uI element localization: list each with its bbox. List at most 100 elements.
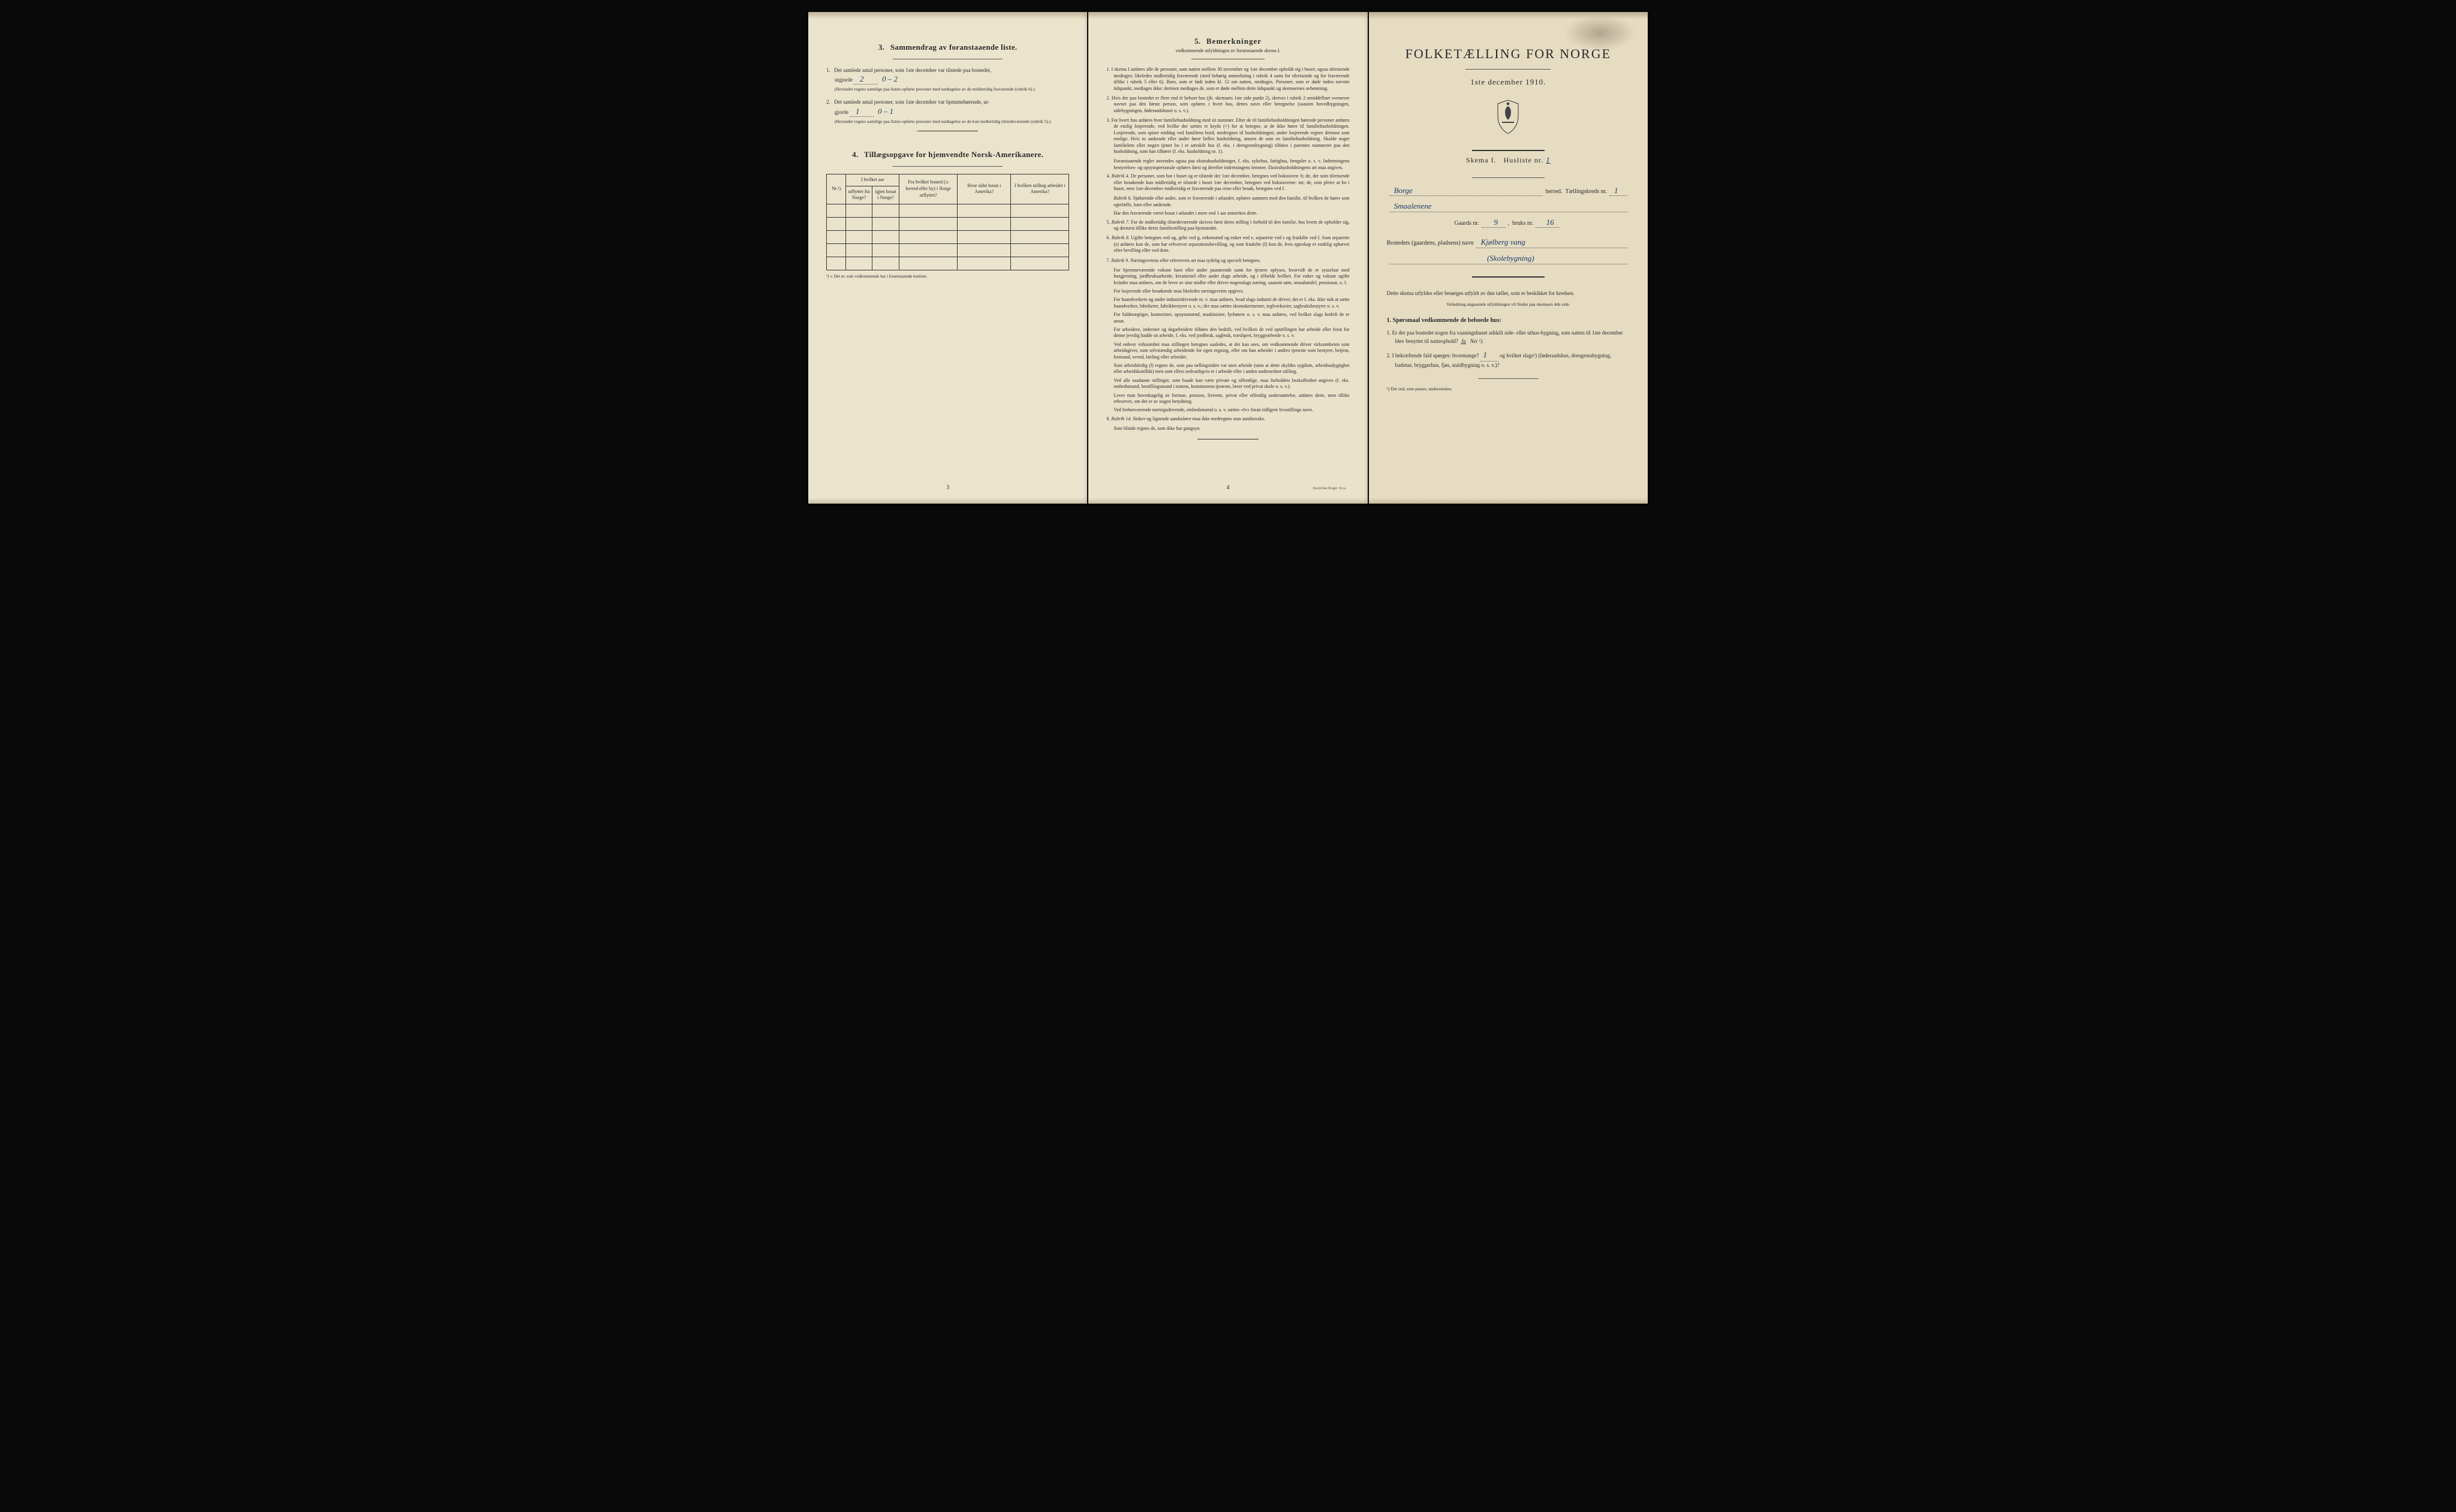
section-5-num: 5.: [1194, 37, 1200, 46]
remark-item: Som arbeidsledig (l) regnes de, som paa …: [1106, 363, 1349, 375]
item-1-extra: 0 – 2: [882, 74, 898, 83]
col-from: Fra hvilket bosted (ɔ: herred eller by) …: [899, 174, 958, 204]
gaards-row: Gaards nr. 9, bruks nr. 16: [1387, 217, 1630, 228]
section-3-num: 3.: [878, 43, 884, 52]
col-nr: Nr.¹): [827, 174, 846, 204]
col-year-out: utflyttet fra Norge?: [846, 186, 872, 204]
questions-title: 1. Spørsmaal vedkommende de beboede hus:: [1387, 317, 1630, 325]
remark-item: Har den fraværende været bosat i utlande…: [1106, 210, 1349, 216]
cover-footnote: ¹) Det ord, som passer, understrekes.: [1387, 386, 1630, 392]
item-2-note: (Herunder regnes samtlige paa listen opf…: [835, 119, 1069, 125]
table-body: [827, 204, 1069, 270]
remark-item: Ved alle saadanne stillinger, som baade …: [1106, 378, 1349, 390]
page-number: 4: [1226, 484, 1229, 492]
bosted-value: Kjølberg vang: [1481, 237, 1525, 246]
krets-label: Tællingskreds nr.: [1566, 188, 1607, 196]
item-1-value-field: 2: [854, 74, 878, 85]
husliste-label: Husliste nr.: [1504, 156, 1544, 164]
remark-item: Ved forhenværende næringsdrivende, embed…: [1106, 407, 1349, 413]
divider: [1472, 150, 1545, 151]
census-date: 1ste december 1910.: [1387, 77, 1630, 88]
question-1: 1. Er der paa bostedet nogen fra vaaning…: [1395, 329, 1630, 345]
item-2-value-field: 1: [850, 106, 874, 118]
amt-row: Smaalenene: [1387, 201, 1630, 212]
remark-item: 3. For hvert hus anføres hver familiehus…: [1106, 118, 1349, 155]
section-3-heading: Sammendrag av foranstaaende liste.: [890, 43, 1018, 52]
page-4: 5. Bemerkninger vedkommende utfyldningen…: [1088, 12, 1367, 504]
q2-num: 2.: [1387, 353, 1391, 359]
q1-nei: Nei ¹).: [1470, 338, 1484, 344]
husliste-value: 1: [1546, 155, 1551, 164]
remark-item: For losjerende eller besøkende maa likel…: [1106, 288, 1349, 294]
herred-value: Borge: [1394, 186, 1413, 195]
schema-line: Skema I. Husliste nr. 1: [1387, 155, 1630, 165]
summary-item-2: 2. Det samlede antal personer, som 1ste …: [826, 98, 1069, 125]
page-3: 3. Sammendrag av foranstaaende liste. 1.…: [808, 12, 1087, 504]
bosted-label: Bostedets (gaardens, pladsens) navn: [1387, 239, 1474, 248]
q2-value: 1: [1483, 350, 1487, 359]
divider: [1465, 69, 1551, 70]
section-5-subtitle: vedkommende utfyldningen av foranstaaend…: [1106, 48, 1349, 55]
gaards-label: Gaards nr.: [1455, 219, 1479, 228]
question-2: 2. I bekræftende fald spørges: hvormange…: [1395, 349, 1630, 369]
bosted-extra-row: (Skolebygning): [1387, 253, 1630, 264]
krets-value: 1: [1614, 186, 1618, 195]
remark-item: 5. Rubrik 7. For de midlertidig tilstede…: [1106, 219, 1349, 232]
page-number: 3: [946, 484, 949, 492]
item-1-text-b: utgjorde: [835, 77, 853, 83]
section-4-num: 4.: [852, 150, 858, 159]
remark-item: Lever man hovedsagelig av formue, pensio…: [1106, 393, 1349, 405]
remarks-list: 1. I skema I anføres alle de personer, s…: [1106, 67, 1349, 432]
remark-item: 7. Rubrik 9. Næringsveiens eller erhverv…: [1106, 258, 1349, 264]
fill-instruction: Dette skema utfyldes eller besørges utfy…: [1387, 290, 1630, 297]
section-5-title: 5. Bemerkninger: [1106, 36, 1349, 47]
remark-item: Som blinde regnes de, som ikke har gangs…: [1106, 426, 1349, 432]
divider: [1478, 378, 1539, 379]
herred-label: herred.: [1545, 188, 1562, 196]
bosted-extra: (Skolebygning): [1487, 254, 1534, 263]
remark-item: Rubrik 6. Sjøfarende eller andre, som er…: [1106, 195, 1349, 208]
section-4-title: 4. Tillægsopgave for hjemvendte Norsk-Am…: [826, 149, 1069, 160]
remark-item: 6. Rubrik 8. Ugifte betegnes ved ug, gif…: [1106, 235, 1349, 254]
item-2-extra: 0 – 1: [878, 107, 893, 116]
gaards-value: 9: [1494, 218, 1498, 227]
summary-item-1: 1. Det samlede antal personer, som 1ste …: [826, 67, 1069, 93]
col-position: I hvilken stilling arbeidet i Amerika?: [1011, 174, 1069, 204]
item-1-num: 1.: [826, 67, 830, 73]
section-3-title: 3. Sammendrag av foranstaaende liste.: [826, 42, 1069, 53]
bruks-value: 16: [1546, 218, 1554, 227]
item-2-text-a: Det samlede antal personer, som 1ste dec…: [834, 99, 989, 105]
item-2-value: 1: [856, 107, 860, 116]
q1-num: 1.: [1387, 330, 1391, 336]
bosted-row: Bostedets (gaardens, pladsens) navn Kjøl…: [1387, 237, 1630, 248]
remark-item: 2. Hvis der paa bostedet er flere end ét…: [1106, 95, 1349, 114]
remark-item: For fuldmægtiger, kontorister, opsynsmæn…: [1106, 312, 1349, 324]
item-2-num: 2.: [826, 99, 830, 105]
printer-credit: Steen'ske Bogtr. Kr.a.: [1313, 486, 1346, 492]
col-where: Hvor sidst bosat i Amerika?: [958, 174, 1011, 204]
remark-item: For hjemmeværende voksne barn eller andr…: [1106, 267, 1349, 286]
item-2-text-b: gjorde: [835, 109, 848, 115]
skema-label: Skema I.: [1466, 156, 1497, 164]
q1-text: Er der paa bostedet nogen fra vaaningshu…: [1392, 330, 1623, 344]
remark-item: 8. Rubrik 14. Sinker og lignende aandssl…: [1106, 416, 1349, 422]
herred-row: Borge herred. Tællingskreds nr. 1: [1387, 185, 1630, 197]
divider: [1472, 276, 1545, 278]
item-1-text-a: Det samlede antal personer, som 1ste dec…: [834, 67, 991, 73]
census-document: 3. Sammendrag av foranstaaende liste. 1.…: [808, 12, 1648, 504]
table-footnote: ¹) ɔ: Det nr. som vedkommende har i fora…: [826, 274, 1069, 279]
col-year: I hvilket aar: [846, 174, 899, 186]
col-year-back: igjen bosat i Norge?: [872, 186, 899, 204]
divider: [893, 166, 1002, 167]
section-4-heading: Tillægsopgave for hjemvendte Norsk-Ameri…: [864, 150, 1043, 159]
amt-value: Smaalenene: [1394, 201, 1432, 210]
remark-item: For haandverkere og andre industridriven…: [1106, 297, 1349, 309]
divider: [1472, 177, 1545, 178]
coat-of-arms-icon: [1387, 99, 1630, 135]
fill-instruction-small: Veiledning angaaende utfyldningen vil fi…: [1387, 302, 1630, 308]
q2-text-a: I bekræftende fald spørges: hvormange?: [1392, 353, 1479, 359]
item-1-value: 2: [860, 74, 864, 83]
remark-item: For arbeidere, inderster og dagarbeidere…: [1106, 327, 1349, 339]
item-1-note: (Herunder regnes samtlige paa listen opf…: [835, 86, 1069, 92]
remark-item: 1. I skema I anføres alle de personer, s…: [1106, 67, 1349, 92]
